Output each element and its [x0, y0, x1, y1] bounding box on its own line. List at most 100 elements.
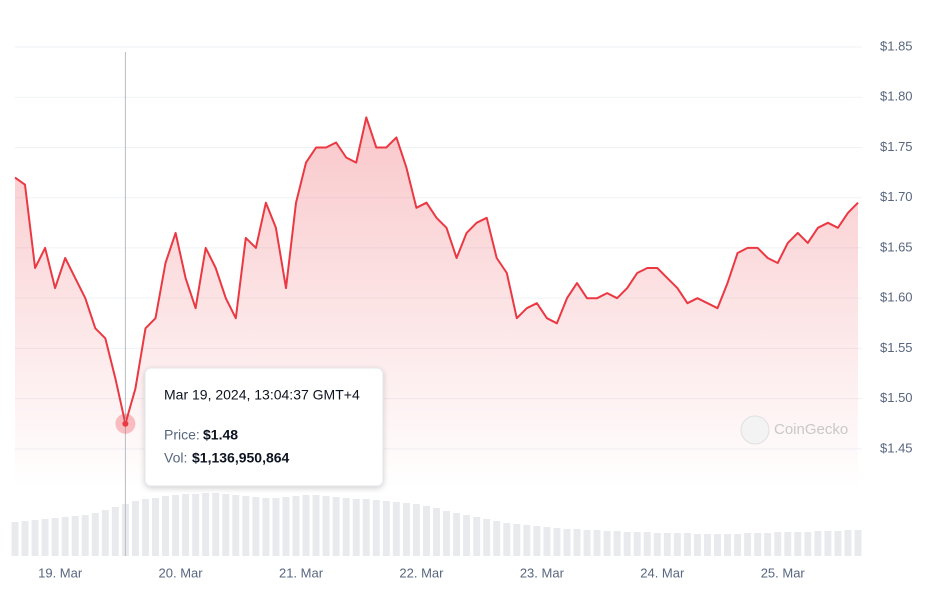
volume-bar	[232, 495, 240, 556]
volume-bar	[533, 526, 541, 556]
volume-bar	[543, 527, 551, 556]
volume-bar	[463, 515, 471, 556]
volume-bar	[623, 532, 631, 556]
hover	[115, 52, 136, 556]
volume-bar	[111, 507, 119, 556]
volume-bar	[583, 530, 591, 556]
volume-bar	[433, 508, 440, 556]
volume-bar	[332, 497, 340, 556]
volume-bar	[523, 525, 531, 556]
tooltip-price-label: Price:	[164, 427, 200, 443]
volume-bar	[402, 503, 410, 556]
volume-bar	[81, 515, 89, 556]
volume-bar	[21, 521, 29, 556]
volume-bar	[141, 499, 149, 556]
volume-bar	[91, 513, 99, 556]
volume-bar	[483, 519, 491, 556]
volume-bar	[372, 500, 380, 556]
tooltip-vol-label: Vol:	[164, 450, 187, 466]
tooltip-vol: $1,136,950,864	[192, 450, 290, 466]
volume-bar	[593, 530, 601, 556]
volume-bar	[242, 496, 250, 556]
watermark-text: CoinGecko	[774, 421, 848, 438]
volume-bar	[473, 517, 481, 556]
y-tick-label: $1.50	[880, 390, 913, 405]
volume-bar	[192, 494, 200, 556]
volume-bar	[683, 533, 691, 556]
volume-bar	[784, 532, 792, 556]
volume-bar	[262, 498, 270, 556]
y-tick-label: $1.70	[880, 189, 913, 204]
tooltip-price: $1.48	[203, 427, 238, 443]
volume-bar	[292, 496, 300, 556]
volume-bar	[603, 531, 611, 556]
volume-bars	[11, 493, 862, 556]
x-tick-label: 24. Mar	[640, 565, 685, 580]
volume-bar	[392, 502, 400, 556]
volume-bar	[814, 531, 822, 556]
volume-bar	[342, 498, 350, 556]
volume-bar	[714, 534, 721, 556]
volume-bar	[302, 495, 310, 556]
y-tick-label: $1.60	[880, 290, 913, 305]
volume-bar	[182, 494, 190, 556]
volume-bar	[493, 521, 501, 556]
volume-bar	[844, 530, 852, 556]
volume-bar	[553, 528, 561, 556]
volume-bar	[272, 498, 280, 556]
volume-bar	[854, 530, 862, 556]
volume-bar	[653, 533, 661, 556]
volume-bar	[663, 533, 671, 556]
volume-bar	[703, 534, 711, 556]
volume-bar	[422, 506, 430, 556]
volume-bar	[202, 493, 210, 556]
volume-bar	[41, 519, 49, 556]
y-tick-label: $1.65	[880, 239, 913, 254]
volume-bar	[152, 498, 159, 556]
volume-bar	[31, 520, 39, 556]
volume-bar	[513, 524, 521, 556]
x-tick-label: 25. Mar	[761, 565, 806, 580]
x-tick-label: 21. Mar	[279, 565, 324, 580]
tooltip-title: Mar 19, 2024, 13:04:37 GMT+4	[164, 387, 360, 403]
volume-bar	[804, 532, 812, 556]
x-tick-label: 20. Mar	[159, 565, 204, 580]
x-tick-label: 23. Mar	[520, 565, 565, 580]
volume-bar	[643, 532, 651, 556]
volume-bar	[51, 518, 59, 556]
volume-bar	[693, 534, 701, 556]
volume-bar	[362, 499, 370, 556]
hover-point	[122, 420, 129, 427]
volume-bar	[573, 529, 581, 556]
volume-bar	[252, 497, 260, 556]
volume-bar	[131, 501, 139, 556]
volume-bar	[794, 532, 802, 556]
volume-bar	[613, 531, 621, 556]
volume-bar	[222, 494, 230, 556]
volume-bar	[322, 496, 330, 556]
volume-bar	[312, 495, 320, 556]
volume-bar	[724, 534, 732, 556]
volume-bar	[61, 517, 69, 556]
volume-bar	[453, 513, 461, 556]
volume-bar	[172, 495, 180, 556]
tooltip: Mar 19, 2024, 13:04:37 GMT+4 Price: $1.4…	[144, 367, 384, 487]
volume-bar	[11, 522, 19, 556]
y-tick-label: $1.80	[880, 89, 913, 104]
y-tick-label: $1.55	[880, 340, 913, 355]
volume-bar	[503, 523, 511, 556]
volume-bar	[633, 532, 641, 556]
volume-bar	[744, 533, 752, 556]
volume-bar	[754, 533, 762, 556]
volume-bar	[443, 511, 451, 556]
price-plot	[14, 116, 859, 490]
volume-bar	[774, 532, 782, 556]
volume-bar	[412, 504, 420, 556]
y-tick-label: $1.85	[880, 38, 913, 53]
volume-bar	[764, 533, 772, 556]
y-tick-label: $1.45	[880, 440, 913, 455]
price-line	[14, 116, 859, 425]
watermark: CoinGecko	[740, 415, 848, 445]
